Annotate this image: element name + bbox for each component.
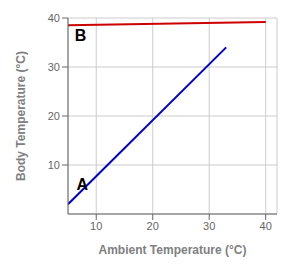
svg-text:40: 40 — [48, 12, 60, 24]
svg-text:10: 10 — [48, 159, 60, 171]
svg-text:20: 20 — [147, 220, 159, 232]
svg-text:30: 30 — [48, 61, 60, 73]
svg-text:20: 20 — [48, 110, 60, 122]
svg-text:10: 10 — [90, 220, 102, 232]
svg-text:Body Temperature (°C): Body Temperature (°C) — [14, 51, 28, 181]
svg-text:40: 40 — [260, 220, 272, 232]
svg-text:Ambient Temperature (°C): Ambient Temperature (°C) — [99, 243, 247, 257]
svg-text:A: A — [76, 176, 88, 193]
svg-text:30: 30 — [203, 220, 215, 232]
svg-text:B: B — [75, 27, 87, 44]
